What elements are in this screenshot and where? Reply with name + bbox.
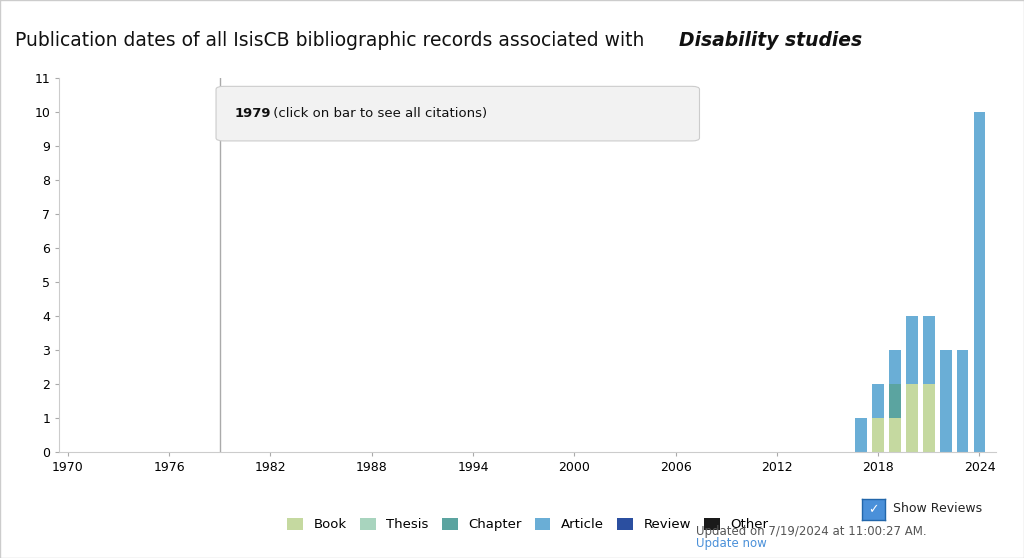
Bar <box>872 418 884 452</box>
FancyBboxPatch shape <box>216 86 699 141</box>
Bar <box>889 418 901 452</box>
Text: 1979: 1979 <box>234 107 271 120</box>
Legend: Book, Thesis, Chapter, Article, Review, Other: Book, Thesis, Chapter, Article, Review, … <box>282 513 774 537</box>
Bar <box>855 418 867 452</box>
Text: ✓: ✓ <box>868 503 879 516</box>
Bar <box>906 384 918 452</box>
Text: Disability studies: Disability studies <box>679 31 862 50</box>
Text: Publication dates of all IsisCB bibliographic records associated with: Publication dates of all IsisCB bibliogr… <box>15 31 650 50</box>
Text: Updated on 7/19/2024 at 11:00:27 AM.: Updated on 7/19/2024 at 11:00:27 AM. <box>696 525 927 538</box>
Bar <box>923 316 935 384</box>
Bar <box>956 350 969 452</box>
Bar <box>889 384 901 418</box>
Bar <box>940 350 951 452</box>
Bar <box>906 316 918 384</box>
Bar <box>974 112 985 452</box>
Bar <box>923 384 935 452</box>
Bar <box>872 384 884 418</box>
Bar <box>889 350 901 384</box>
Text: (click on bar to see all citations): (click on bar to see all citations) <box>269 107 487 120</box>
Text: Show Reviews: Show Reviews <box>893 502 982 516</box>
Text: Update now: Update now <box>696 537 767 550</box>
